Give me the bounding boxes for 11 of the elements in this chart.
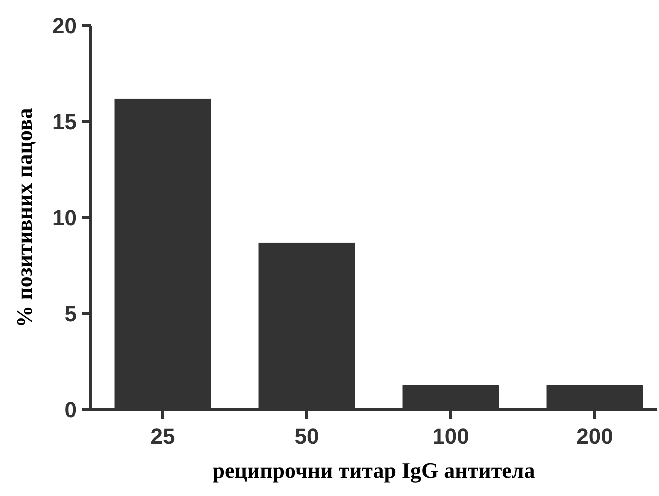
y-tick-label: 5 <box>64 302 77 327</box>
x-axis-title: реципрочни титар IgG антитела <box>212 458 536 483</box>
y-tick-label: 20 <box>52 14 77 39</box>
x-tick-label: 50 <box>294 424 320 449</box>
y-tick-label: 15 <box>52 110 77 135</box>
y-axis-title: % позитивних пацова <box>12 108 37 328</box>
x-tick-label: 25 <box>150 424 176 449</box>
y-tick-label: 10 <box>52 206 77 231</box>
y-tick-label: 0 <box>64 398 77 423</box>
x-tick-label: 100 <box>432 424 470 449</box>
x-tick-label: 200 <box>576 424 614 449</box>
